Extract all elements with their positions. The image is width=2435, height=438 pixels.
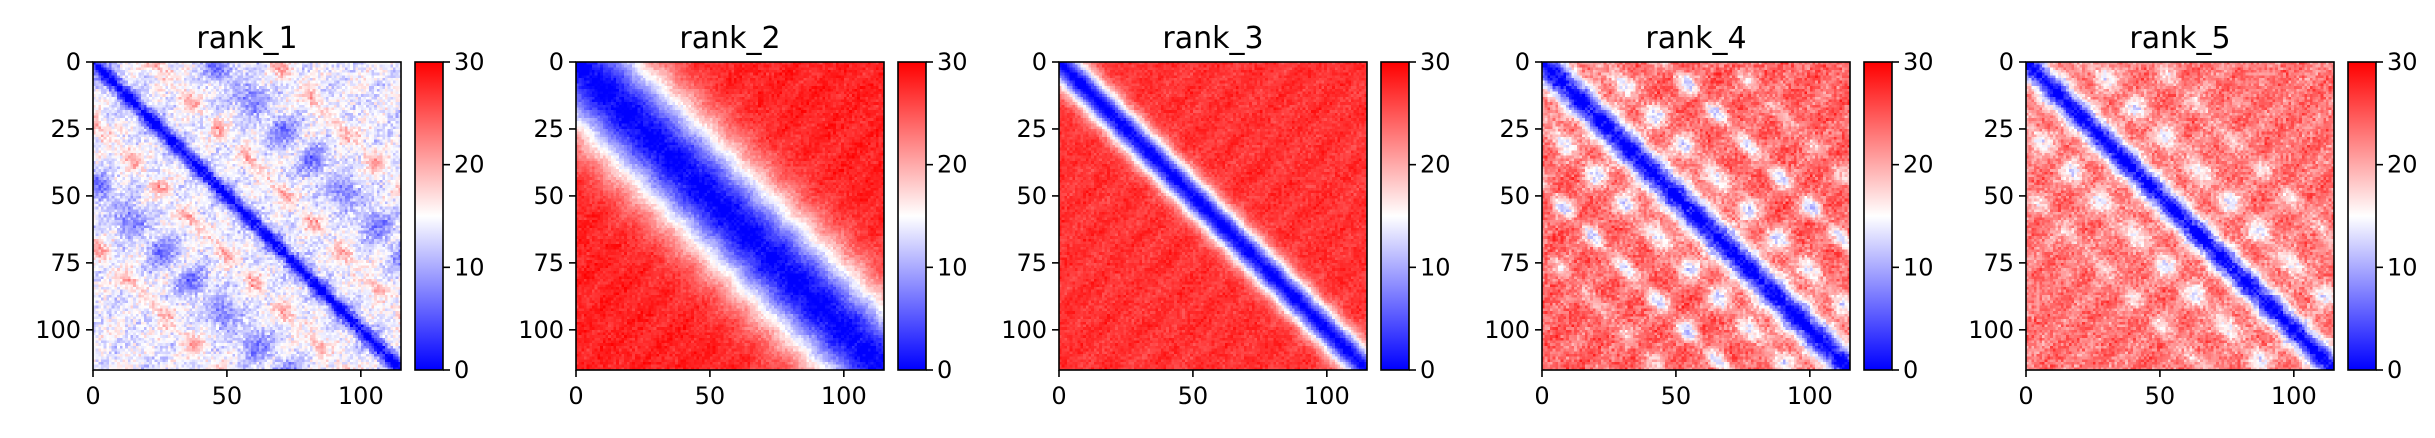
heatmap-image (576, 62, 884, 370)
x-tick-label: 0 (568, 382, 583, 410)
y-tick-label: 100 (1484, 316, 1530, 344)
y-tick-label: 50 (50, 182, 81, 210)
plot-frame (575, 61, 885, 371)
x-tick-label: 0 (1051, 382, 1066, 410)
x-tick-label: 100 (821, 382, 867, 410)
colorbar-frame (2347, 61, 2377, 371)
x-tick-label: 50 (1178, 382, 1209, 410)
heatmap-image (1059, 62, 1367, 370)
y-tick-label: 0 (66, 48, 81, 76)
chart-title: rank_2 (679, 21, 780, 56)
plot-frame (1541, 61, 1851, 371)
colorbar-tick-label: 10 (937, 253, 968, 281)
y-tick-label: 50 (533, 182, 564, 210)
colorbar-tick-label: 0 (2387, 356, 2402, 384)
colorbar-tick-label: 20 (454, 151, 485, 179)
y-tick-label: 100 (35, 316, 81, 344)
x-tick-label: 0 (2018, 382, 2033, 410)
x-tick-label: 50 (212, 382, 243, 410)
y-tick-label: 75 (1499, 249, 1530, 277)
y-tick-label: 0 (1032, 48, 1047, 76)
heatmap-image (2026, 62, 2334, 370)
colorbar-tick-label: 20 (1903, 151, 1934, 179)
colorbar-tick-label: 0 (1420, 356, 1435, 384)
y-tick-label: 25 (1016, 115, 1047, 143)
x-tick-label: 100 (1304, 382, 1350, 410)
plot-frame (2025, 61, 2335, 371)
x-tick-label: 50 (695, 382, 726, 410)
x-tick-label: 50 (2145, 382, 2176, 410)
colorbar (2348, 62, 2376, 370)
y-tick-label: 100 (1001, 316, 1047, 344)
colorbar-tick-label: 30 (1420, 48, 1451, 76)
heatmap-image (1542, 62, 1850, 370)
y-tick-label: 25 (50, 115, 81, 143)
heatmap-panel: rank_5 0 50 100 0 25 50 75 100 0 10 20 30 (1968, 21, 2417, 410)
y-tick-label: 50 (1016, 182, 1047, 210)
y-tick-label: 0 (1999, 48, 2014, 76)
y-tick-label: 100 (518, 316, 564, 344)
colorbar-tick-label: 10 (2387, 253, 2418, 281)
x-tick-label: 100 (338, 382, 384, 410)
y-tick-label: 75 (1983, 249, 2014, 277)
plot-frame (1058, 61, 1368, 371)
colorbar-tick-label: 10 (1903, 253, 1934, 281)
x-tick-label: 0 (85, 382, 100, 410)
colorbar-tick-label: 20 (1420, 151, 1451, 179)
heatmap-panel: rank_2 0 50 100 0 25 50 75 100 0 10 20 30 (518, 21, 967, 410)
colorbar (1381, 62, 1409, 370)
x-tick-label: 50 (1661, 382, 1692, 410)
colorbar-tick-label: 30 (2387, 48, 2418, 76)
colorbar-tick-label: 20 (2387, 151, 2418, 179)
y-tick-label: 25 (533, 115, 564, 143)
x-tick-label: 100 (1787, 382, 1833, 410)
colorbar (898, 62, 926, 370)
y-tick-label: 75 (50, 249, 81, 277)
y-tick-label: 0 (549, 48, 564, 76)
colorbar-frame (1863, 61, 1893, 371)
colorbar-tick-label: 0 (454, 356, 469, 384)
y-tick-label: 50 (1983, 182, 2014, 210)
colorbar-tick-label: 30 (937, 48, 968, 76)
colorbar-tick-label: 20 (937, 151, 968, 179)
heatmap-panel: rank_1 0 50 100 0 25 50 75 100 0 10 20 30 (35, 21, 484, 410)
heatmap-panel: rank_4 0 50 100 0 25 50 75 100 0 10 20 30 (1484, 21, 1933, 410)
y-tick-label: 75 (533, 249, 564, 277)
heatmap-image (93, 62, 401, 370)
x-tick-label: 100 (2271, 382, 2317, 410)
chart-title: rank_4 (1645, 21, 1746, 56)
colorbar-frame (897, 61, 927, 371)
colorbar-tick-label: 30 (454, 48, 485, 76)
colorbar-tick-label: 0 (937, 356, 952, 384)
plot-frame (92, 61, 402, 371)
colorbar-tick-label: 30 (1903, 48, 1934, 76)
y-tick-label: 25 (1499, 115, 1530, 143)
y-tick-label: 50 (1499, 182, 1530, 210)
heatmap-panel: rank_3 0 50 100 0 25 50 75 100 0 10 20 30 (1001, 21, 1450, 410)
y-tick-label: 0 (1515, 48, 1530, 76)
x-tick-label: 0 (1534, 382, 1549, 410)
colorbar (1864, 62, 1892, 370)
colorbar-frame (414, 61, 444, 371)
chart-title: rank_5 (2129, 21, 2230, 56)
y-tick-label: 75 (1016, 249, 1047, 277)
colorbar-tick-label: 0 (1903, 356, 1918, 384)
y-tick-label: 25 (1983, 115, 2014, 143)
colorbar-tick-label: 10 (454, 253, 485, 281)
y-tick-label: 100 (1968, 316, 2014, 344)
chart-title: rank_3 (1162, 21, 1263, 56)
colorbar (415, 62, 443, 370)
colorbar-tick-label: 10 (1420, 253, 1451, 281)
chart-title: rank_1 (196, 21, 297, 56)
colorbar-frame (1380, 61, 1410, 371)
